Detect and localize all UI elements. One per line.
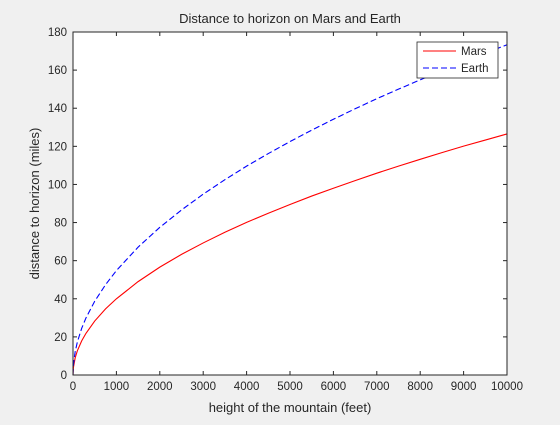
x-tick-label: 0 bbox=[70, 381, 76, 393]
series-line-mars bbox=[72, 133, 508, 376]
plot-area bbox=[73, 32, 507, 375]
x-tick-label: 1000 bbox=[104, 381, 130, 393]
y-axis-label: distance to horizon (miles) bbox=[27, 128, 42, 280]
x-tick-label: 8000 bbox=[407, 381, 433, 393]
legend: Mars Earth bbox=[416, 41, 499, 79]
x-axis-label: height of the mountain (feet) bbox=[209, 400, 372, 415]
y-tick-label: 140 bbox=[48, 103, 67, 115]
legend-label-mars: Mars bbox=[461, 46, 487, 58]
x-tick-label: 6000 bbox=[321, 381, 347, 393]
chart-title: Distance to horizon on Mars and Earth bbox=[179, 11, 401, 26]
x-tick-label: 4000 bbox=[234, 381, 260, 393]
x-tick-label: 9000 bbox=[451, 381, 477, 393]
y-tick-label: 0 bbox=[61, 370, 67, 382]
y-tick-label: 80 bbox=[54, 218, 67, 230]
series-lines bbox=[72, 44, 508, 376]
y-tick-label: 40 bbox=[54, 294, 67, 306]
x-tick-label: 3000 bbox=[190, 381, 216, 393]
legend-box bbox=[416, 41, 499, 79]
series-line-earth bbox=[72, 44, 508, 376]
x-tick-label: 10000 bbox=[491, 381, 523, 393]
y-tick-label: 160 bbox=[48, 65, 67, 77]
y-tick-label: 120 bbox=[48, 141, 67, 153]
y-tick-label: 60 bbox=[54, 256, 67, 268]
axis-ticks: 0 1000 2000 3000 4000 5000 6000 7000 8000 9000 100… bbox=[48, 27, 523, 393]
legend-label-earth: Earth bbox=[461, 63, 489, 75]
x-tick-label: 5000 bbox=[277, 381, 303, 393]
x-tick-label: 2000 bbox=[147, 381, 173, 393]
y-tick-label: 100 bbox=[48, 179, 67, 191]
x-tick-label: 7000 bbox=[364, 381, 390, 393]
y-tick-label: 180 bbox=[48, 27, 67, 39]
y-tick-label: 20 bbox=[54, 332, 67, 344]
